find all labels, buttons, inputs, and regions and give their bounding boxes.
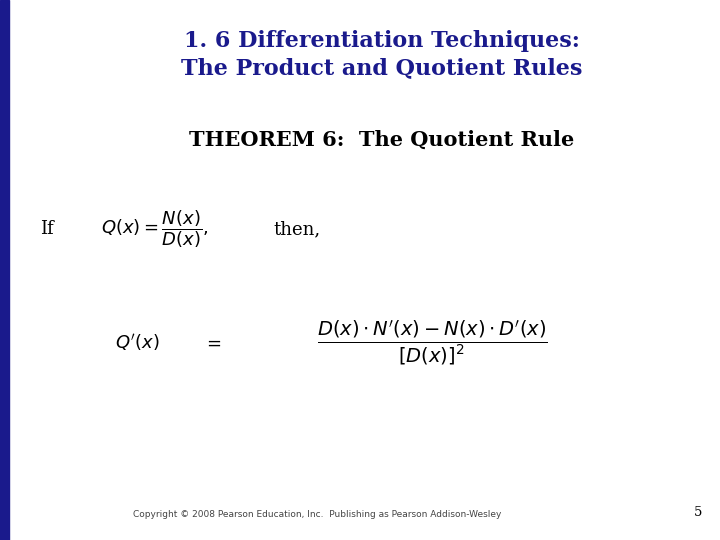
Text: $=$: $=$ xyxy=(203,334,222,352)
Text: Copyright © 2008 Pearson Education, Inc.  Publishing as Pearson Addison-Wesley: Copyright © 2008 Pearson Education, Inc.… xyxy=(132,510,501,519)
Text: $Q(x)=\dfrac{N(x)}{D(x)},$: $Q(x)=\dfrac{N(x)}{D(x)},$ xyxy=(101,208,209,251)
Text: If: If xyxy=(40,220,53,239)
Text: $\dfrac{D(x)\cdot N^{\prime}(x)-N(x)\cdot D^{\prime}(x)}{\left[D(x)\right]^{2}}$: $\dfrac{D(x)\cdot N^{\prime}(x)-N(x)\cdo… xyxy=(317,319,547,367)
Text: $Q'(x)$: $Q'(x)$ xyxy=(114,333,159,353)
Text: then,: then, xyxy=(274,220,320,239)
Text: 5: 5 xyxy=(693,507,702,519)
Text: THEOREM 6:  The Quotient Rule: THEOREM 6: The Quotient Rule xyxy=(189,130,575,150)
Bar xyxy=(0,0,9,540)
Text: 1. 6 Differentiation Techniques:
The Product and Quotient Rules: 1. 6 Differentiation Techniques: The Pro… xyxy=(181,30,582,80)
